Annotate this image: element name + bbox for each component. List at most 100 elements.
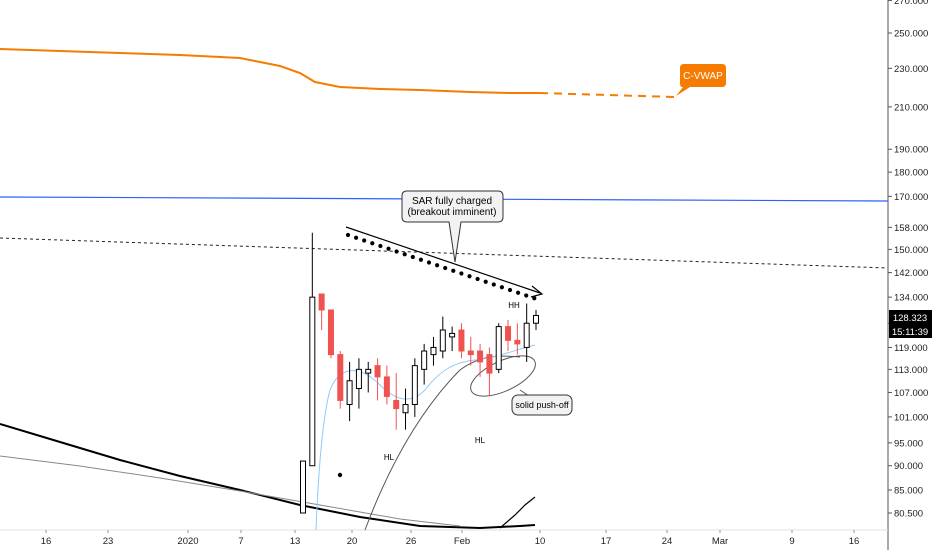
candle-body [355, 368, 362, 390]
hl-label-1: HL [384, 453, 395, 462]
price-tick-label: 90.000 [894, 461, 923, 472]
cvwap-callout-text: C-VWAP [683, 71, 723, 82]
sar-dot [443, 265, 448, 271]
time-tick-group: 16 23 2020 7 13 20 26 Feb 10 17 24 Mar 9 16 [41, 530, 859, 547]
candle-body [477, 350, 484, 363]
time-tick-label: 7 [238, 536, 243, 547]
price-tick-label: 180.000 [894, 168, 928, 179]
candle-body [467, 350, 474, 356]
time-tick-label: 10 [535, 536, 546, 547]
candle-body [346, 380, 353, 406]
sar-arrow-head [530, 285, 544, 298]
rising-ma-line [499, 496, 536, 529]
candle-body [318, 293, 325, 311]
candle-body [523, 322, 530, 348]
sar-dot [507, 287, 513, 293]
price-axis[interactable] [888, 0, 932, 550]
sar-dot [459, 271, 464, 276]
price-tick-label: 158.000 [894, 223, 928, 234]
sar-dot [410, 254, 415, 260]
candle-body [421, 350, 428, 370]
time-tick-label: 24 [662, 536, 673, 547]
sar-dot [467, 274, 472, 279]
candle-body [337, 354, 344, 401]
sar-dot [532, 296, 537, 301]
time-tick-label: 17 [601, 536, 612, 547]
sar-dot [516, 290, 521, 295]
sar-callout-bubble [401, 190, 504, 263]
sar-dot [491, 282, 496, 287]
time-tick-label: 13 [290, 536, 301, 547]
sar-dot [370, 241, 375, 246]
cvwap-projection [539, 92, 676, 98]
time-tick-label: 2020 [177, 536, 198, 547]
hh-label: HH [508, 301, 520, 310]
price-tick-label: 250.000 [894, 29, 928, 40]
candle-body [402, 404, 409, 414]
price-tick-label: 190.000 [894, 145, 928, 156]
price-tick-label: 134.000 [894, 293, 928, 304]
price-tick-label: 80.500 [894, 509, 923, 520]
cvwap-callout-bubble [676, 64, 726, 96]
price-tick-group: 80.500 85.000 90.000 95.000 101.000 107.000 11… [888, 0, 928, 520]
hl-label-2: HL [475, 436, 486, 445]
sar-callout-line: (breakout imminent) [408, 207, 497, 218]
sar-dot [435, 263, 440, 268]
sar-dot [402, 252, 407, 257]
gray-ma-line [0, 455, 461, 527]
price-tick-label: 230.000 [894, 64, 928, 75]
cvwap-line [0, 48, 540, 94]
price-tick-label: 170.000 [894, 192, 928, 203]
time-tick-label: 26 [406, 536, 417, 547]
sar-dot [483, 279, 488, 284]
price-tag-bg [889, 310, 932, 324]
time-tick-label: 20 [347, 536, 358, 547]
sar-dot [378, 243, 383, 249]
plot-area [0, 0, 888, 530]
candle-body [411, 365, 418, 406]
time-tag-text: 15:11:39 [892, 327, 928, 338]
candle-body [393, 399, 400, 410]
candle-body [533, 314, 539, 324]
time-tick-label: 9 [789, 536, 794, 547]
time-tag-bg [889, 324, 932, 338]
sar-dot [418, 257, 423, 262]
price-tick-label: 101.000 [894, 412, 928, 423]
sar-dot [354, 235, 359, 240]
candle-body [458, 329, 465, 352]
time-tick-label: Mar [712, 536, 728, 547]
sar-dot-low [337, 472, 343, 478]
candle-body [505, 326, 512, 341]
candle-body [514, 339, 521, 345]
price-tick-label: 113.000 [894, 365, 928, 376]
candle-body [309, 296, 316, 467]
candle-body [486, 354, 493, 374]
sar-callout-text: SAR fully charged (breakout imminent) [408, 196, 497, 218]
candle-body [327, 309, 334, 356]
price-tick-label: 210.000 [894, 102, 928, 113]
sar-dot [362, 238, 367, 243]
sar-dot [451, 268, 456, 273]
sar-arrow [345, 226, 541, 294]
candle-body [383, 376, 390, 397]
price-tick-label: 95.000 [894, 438, 923, 449]
candle-body [430, 346, 437, 356]
sar-dot [524, 293, 529, 298]
sar-dot [386, 246, 391, 251]
candle-body [374, 365, 381, 378]
price-tag-text: 128.323 [893, 313, 927, 324]
sar-dots [345, 232, 537, 301]
sar-callout-line: SAR fully charged [412, 196, 492, 207]
time-tick-label: 23 [103, 536, 114, 547]
price-tick-label: 270.000 [894, 0, 928, 7]
sar-dot [345, 232, 351, 238]
price-tick-label: 85.000 [894, 485, 923, 496]
candle-body [365, 368, 372, 374]
pushoff-callout-text: solid push-off [515, 400, 569, 410]
candle-body [495, 326, 502, 370]
candles [300, 232, 539, 514]
sar-dot [499, 285, 504, 290]
time-tick-label: Feb [454, 536, 470, 547]
price-tag: 128.323 15:11:39 [889, 310, 932, 338]
